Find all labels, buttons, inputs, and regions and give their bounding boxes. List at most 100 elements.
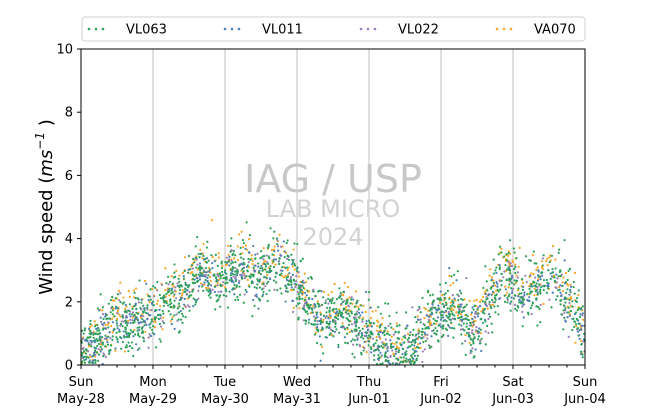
data-point (249, 275, 252, 279)
data-point (568, 314, 571, 317)
data-point (93, 325, 97, 328)
data-point (213, 260, 216, 263)
data-point (248, 285, 251, 288)
data-point (392, 327, 395, 331)
x-tick-label-day: Wed (283, 375, 311, 390)
data-point (390, 326, 393, 329)
data-point (313, 315, 316, 318)
data-point (340, 298, 343, 301)
data-point (125, 324, 129, 327)
data-point (278, 233, 281, 236)
data-point (546, 287, 550, 290)
data-point (494, 311, 497, 314)
data-point (279, 245, 283, 248)
data-point (395, 350, 398, 353)
data-point (469, 337, 472, 340)
data-point (169, 298, 172, 301)
data-point (423, 348, 426, 351)
data-point (384, 302, 387, 305)
data-point (498, 245, 502, 248)
data-point (416, 346, 419, 349)
data-point (330, 333, 333, 337)
data-point (220, 262, 223, 265)
data-point (146, 304, 149, 307)
data-point (395, 322, 398, 325)
data-point (272, 237, 275, 240)
data-point (565, 271, 568, 275)
data-point (509, 309, 512, 312)
data-point (84, 358, 88, 361)
data-point (539, 290, 542, 293)
data-point (191, 271, 194, 274)
data-point (482, 295, 485, 299)
data-point (120, 347, 123, 350)
data-point (107, 335, 110, 338)
legend-marker (373, 27, 377, 31)
data-point (295, 274, 298, 278)
data-point (118, 299, 121, 302)
data-point (173, 293, 176, 296)
data-point (256, 252, 259, 255)
data-point (478, 300, 482, 303)
data-point (528, 287, 531, 291)
data-point (252, 273, 255, 276)
data-point (417, 332, 420, 335)
data-point (187, 271, 190, 274)
data-point (150, 308, 153, 312)
data-point (521, 325, 524, 328)
data-point (100, 348, 104, 351)
data-point (320, 345, 324, 349)
data-point (379, 330, 382, 334)
data-point (348, 320, 352, 323)
data-point (352, 298, 355, 301)
data-point (214, 253, 217, 257)
data-point (138, 347, 141, 350)
data-point (108, 317, 111, 320)
data-point (165, 293, 168, 296)
data-point (335, 307, 338, 311)
data-point (238, 293, 242, 296)
data-point (261, 295, 264, 298)
data-point (132, 354, 135, 358)
data-point (471, 306, 474, 309)
data-point (415, 333, 418, 336)
data-point (566, 316, 569, 319)
data-point (477, 312, 480, 315)
data-point (539, 288, 542, 291)
data-point (415, 357, 418, 360)
data-point (529, 290, 532, 293)
data-point (386, 349, 389, 353)
data-point (180, 294, 184, 297)
data-point (204, 257, 207, 261)
data-point (265, 254, 268, 257)
data-point (377, 333, 380, 336)
data-point (313, 319, 317, 322)
data-point (211, 262, 214, 265)
data-point (316, 323, 319, 326)
data-point (167, 275, 170, 278)
data-point (442, 325, 445, 328)
data-point (346, 301, 349, 304)
data-point (297, 293, 300, 296)
data-point (111, 299, 114, 302)
data-point (273, 230, 276, 233)
data-point (127, 332, 130, 335)
data-point (467, 331, 470, 334)
data-point (462, 318, 465, 321)
data-point (255, 293, 258, 296)
data-point (305, 301, 308, 304)
data-point (578, 337, 581, 340)
data-point (510, 291, 514, 294)
data-point (292, 306, 295, 309)
data-point (231, 272, 234, 276)
data-point (431, 293, 434, 296)
data-point (170, 292, 173, 295)
data-point (570, 285, 573, 288)
data-point (236, 268, 239, 271)
data-point (206, 276, 209, 279)
data-point (435, 308, 438, 311)
data-point (470, 311, 473, 314)
data-point (252, 275, 255, 278)
data-point (377, 306, 380, 309)
data-point (87, 343, 90, 346)
